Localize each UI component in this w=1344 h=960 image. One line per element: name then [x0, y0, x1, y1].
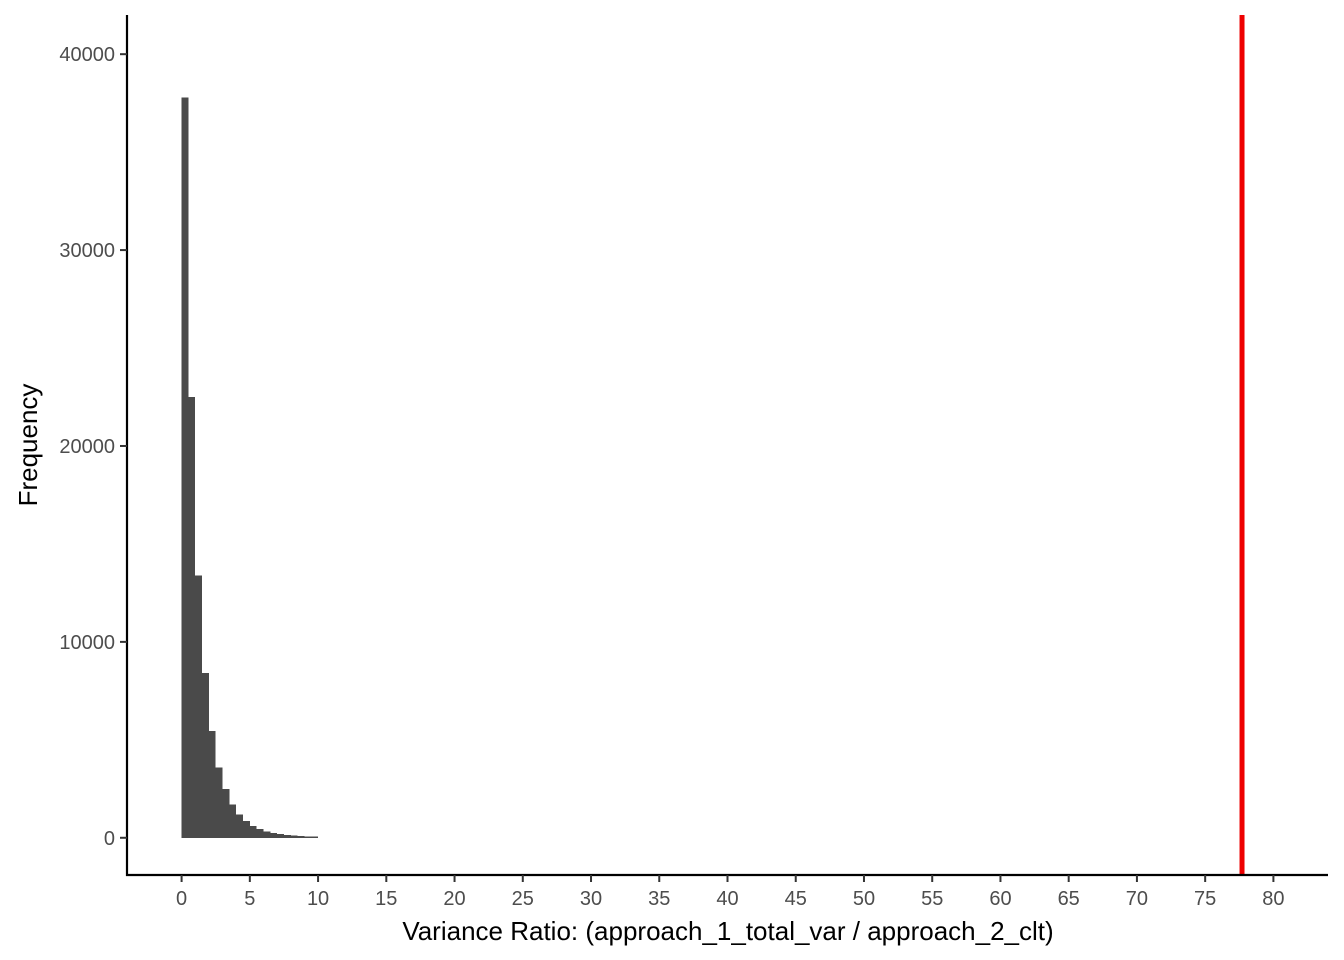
histogram-bar: [290, 835, 298, 838]
x-tick-label: 35: [648, 888, 670, 910]
x-axis-title: Variance Ratio: (approach_1_total_var / …: [402, 916, 1053, 946]
y-axis-ticks: 0 10000 20000 30000 40000: [59, 44, 127, 850]
histogram-bar: [181, 97, 189, 838]
x-tick-label: 70: [1126, 888, 1148, 910]
x-tick-label: 55: [921, 888, 943, 910]
histogram-bar: [222, 788, 230, 838]
x-tick-label: 75: [1194, 888, 1216, 910]
x-tick-label: 80: [1262, 888, 1284, 910]
histogram-bar: [263, 831, 271, 838]
histogram-bar: [215, 767, 223, 838]
y-axis-title: Frequency: [13, 384, 43, 507]
histogram-bar: [208, 731, 216, 838]
histogram-bar: [256, 828, 264, 838]
x-tick-label: 65: [1058, 888, 1080, 910]
histogram-bar: [236, 814, 244, 838]
x-tick-label: 20: [443, 888, 465, 910]
x-tick-label: 40: [716, 888, 738, 910]
x-tick-label: 50: [853, 888, 875, 910]
x-tick-label: 30: [580, 888, 602, 910]
x-tick-label: 45: [785, 888, 807, 910]
y-tick-label: 10000: [59, 632, 115, 654]
histogram-bar: [195, 575, 203, 838]
histogram-bar: [304, 836, 312, 838]
y-tick-label: 30000: [59, 240, 115, 262]
histogram-bar: [283, 834, 291, 838]
x-tick-label: 0: [176, 888, 187, 910]
histogram-bar: [249, 826, 257, 838]
histogram-bars: [181, 97, 319, 838]
histogram-bar: [277, 834, 284, 838]
histogram-bar: [202, 673, 209, 838]
histogram-bar: [243, 821, 250, 838]
y-tick-label: 0: [104, 828, 115, 850]
x-tick-label: 25: [512, 888, 534, 910]
x-tick-label: 5: [244, 888, 255, 910]
histogram-bar: [297, 835, 305, 838]
y-tick-label: 20000: [59, 436, 115, 458]
histogram-bar: [188, 397, 196, 838]
x-tick-label: 60: [989, 888, 1011, 910]
y-tick-label: 40000: [59, 44, 115, 66]
x-tick-label: 15: [375, 888, 397, 910]
histogram-bar: [270, 832, 278, 838]
axes: [125, 15, 1328, 877]
histogram-bar: [311, 836, 319, 838]
histogram-bar: [229, 804, 237, 838]
x-tick-label: 10: [307, 888, 329, 910]
x-axis-ticks: 0 5 10 15 20 25 30 35 40 45 50 55 60 65 70 75 80: [176, 875, 1285, 910]
